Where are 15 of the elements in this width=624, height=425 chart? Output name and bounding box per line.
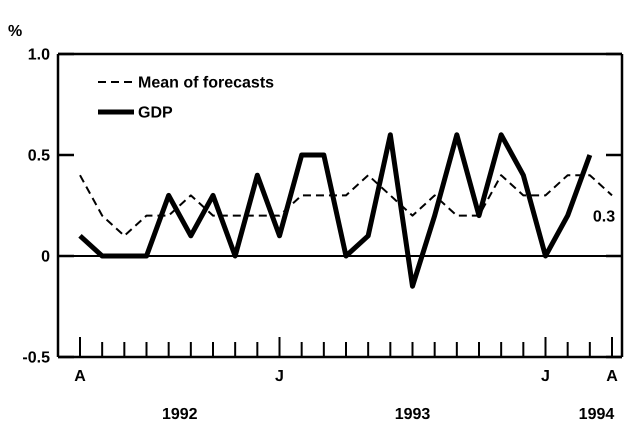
x-tick-label: A bbox=[74, 368, 86, 385]
text: 1993 bbox=[394, 406, 430, 423]
y-tick-label: 0.5 bbox=[28, 148, 50, 165]
y-tick-label: 0 bbox=[41, 248, 50, 266]
y-tick-label: 1.0 bbox=[28, 46, 50, 64]
annotation: 0.3 bbox=[592, 208, 616, 226]
x-tick-label: J bbox=[275, 368, 284, 385]
text: 1992 bbox=[162, 406, 198, 423]
text: 1994 bbox=[578, 406, 614, 423]
y-axis-title: % bbox=[8, 23, 22, 40]
x-tick-label: A bbox=[606, 368, 618, 385]
x-tick-label: J bbox=[541, 368, 550, 385]
legend-label: Mean of forecasts bbox=[138, 74, 274, 92]
y-tick-label: -0.5 bbox=[22, 350, 50, 367]
legend-label: GDP bbox=[138, 104, 173, 122]
